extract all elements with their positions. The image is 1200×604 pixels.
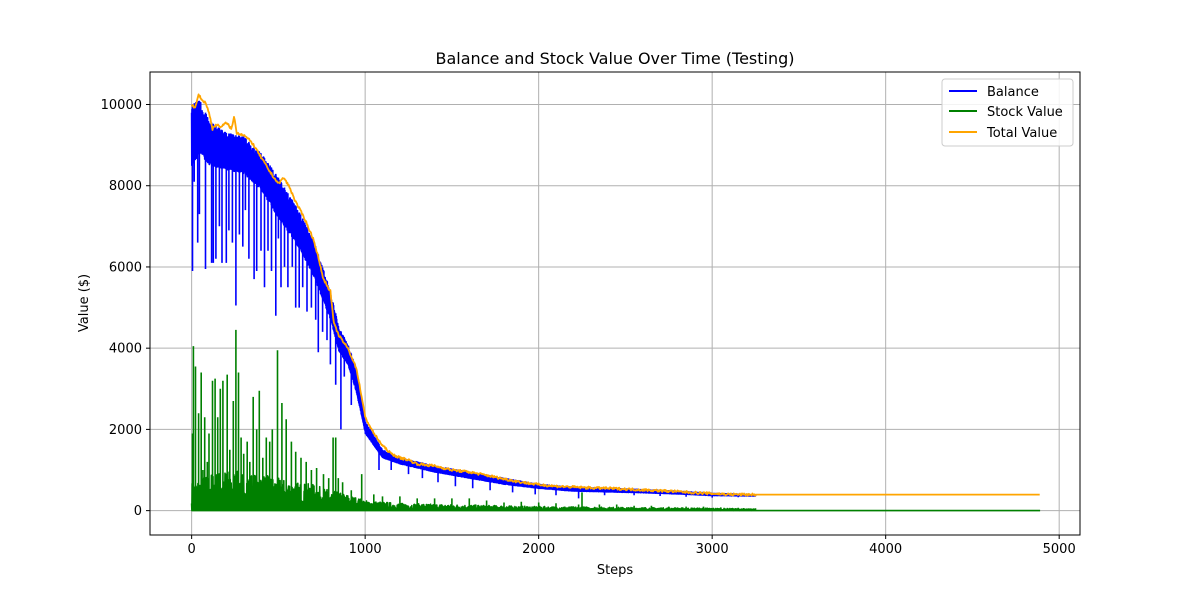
legend-label-balance: Balance [987, 85, 1039, 100]
series-layer [190, 93, 1041, 512]
x-tick-label: 2000 [522, 542, 555, 557]
axis-ticks: 0 1000 2000 3000 4000 5000 0 2000 4000 6000 8000 10… [101, 98, 1076, 557]
y-tick-label: 10000 [101, 98, 142, 113]
plot-frame [149, 71, 1081, 536]
legend-label-total-value: Total Value [986, 126, 1057, 141]
y-tick-label: 2000 [109, 423, 142, 438]
chart-title: Balance and Stock Value Over Time (Testi… [435, 49, 794, 68]
x-tick-label: 1000 [349, 542, 382, 557]
x-tick-label: 5000 [1043, 542, 1076, 557]
y-axis-label: Value ($) [77, 274, 92, 332]
legend-box [941, 78, 1074, 147]
y-tick-label: 6000 [109, 260, 142, 275]
series-balance-line [190, 100, 757, 499]
x-tick-label: 4000 [869, 542, 902, 557]
series-stock-value-line [190, 329, 1041, 512]
legend-label-stock-value: Stock Value [987, 105, 1063, 120]
y-tick-label: 4000 [109, 342, 142, 357]
legend: Balance Stock Value Total Value [941, 78, 1074, 147]
series-total-value-line [190, 93, 1040, 497]
y-tick-label: 8000 [109, 179, 142, 194]
x-tick-label: 3000 [696, 542, 729, 557]
x-tick-label: 0 [188, 542, 196, 557]
y-tick-label: 0 [134, 504, 142, 519]
x-axis-label: Steps [597, 563, 634, 578]
